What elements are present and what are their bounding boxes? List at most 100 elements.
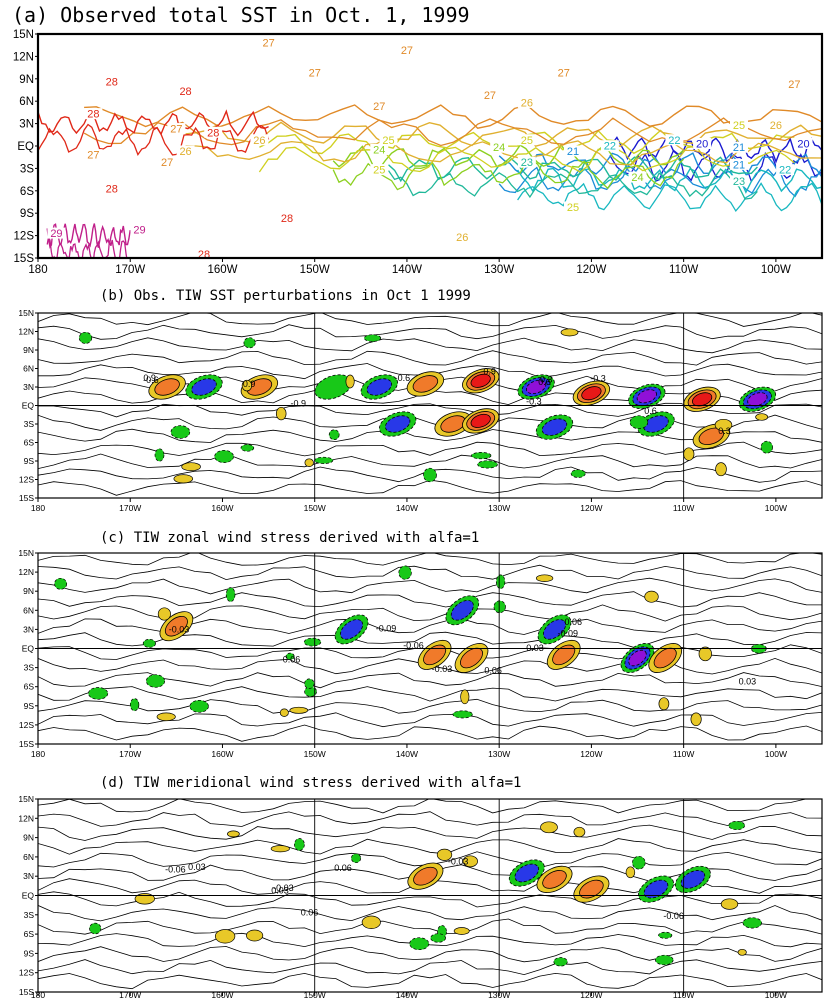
x-tick-label: 160W <box>211 749 233 759</box>
contour-label: 26 <box>521 97 533 109</box>
zero-contour <box>38 724 822 742</box>
y-tick-label: 3S <box>24 910 35 920</box>
x-tick-label: 100W <box>765 749 787 759</box>
contour-label: 21 <box>567 146 579 158</box>
shaded-contour--0.6 <box>541 418 568 436</box>
shaded-blob <box>436 848 453 861</box>
contour-label: 28 <box>87 109 99 121</box>
shaded-contour-0.9 <box>470 373 491 388</box>
shaded-blob <box>460 689 470 705</box>
shaded-contour--0.9 <box>525 379 547 395</box>
zero-contour <box>38 313 822 327</box>
shaded-blob <box>227 830 240 838</box>
contour-value-label: 0.06 <box>484 666 502 676</box>
contour-label-bg <box>370 164 389 176</box>
contour-label: 20 <box>797 139 809 151</box>
x-tick-label: 120W <box>580 990 602 1000</box>
shaded-blob <box>535 574 554 582</box>
contour-value-label: -0.6 <box>143 375 159 385</box>
contour-label: 27 <box>484 90 496 102</box>
zero-contour <box>38 324 822 340</box>
zero-contour <box>38 905 822 922</box>
contour-label: 29 <box>133 224 145 236</box>
shaded-contour-0.06 <box>552 644 576 666</box>
shaded-blob <box>314 456 334 464</box>
shaded-blob <box>361 915 381 929</box>
contour-label: 24 <box>493 142 505 154</box>
x-tick-label: 180 <box>31 503 45 513</box>
y-tick-label: 15S <box>14 253 35 265</box>
shaded-contour--0.6 <box>385 415 411 433</box>
contour-label: 28 <box>198 249 210 261</box>
y-tick-label: 3N <box>23 871 34 881</box>
contour-label: 24 <box>373 144 385 156</box>
y-tick-label: 12N <box>18 813 34 823</box>
zero-contour <box>38 824 822 841</box>
contour-line-23 <box>387 168 758 200</box>
contour-label-bg <box>84 149 103 161</box>
contour-label-bg <box>776 164 795 176</box>
shaded-blob <box>134 893 155 905</box>
y-tick-label: 9S <box>24 948 35 958</box>
shaded-blob <box>755 413 769 421</box>
shaded-blob <box>363 334 382 342</box>
contour-label: 27 <box>262 38 274 50</box>
shaded-blob <box>154 448 165 462</box>
contour-label-bg <box>490 141 509 153</box>
shaded-blob <box>540 821 558 834</box>
contour-label: 28 <box>281 213 293 225</box>
zero-contour <box>38 946 822 963</box>
panel-title: (b) Obs. TIW SST perturbations in Oct 1 … <box>100 288 471 304</box>
y-tick-label: 3N <box>23 624 34 634</box>
plot-area: 27 27 27 27 27 27 27 27 27 27 26 26 26 26 26 25 25 25 25 25… <box>38 37 822 261</box>
contour-value-label: -0.3 <box>526 397 542 407</box>
x-tick-label: 140W <box>396 749 418 759</box>
shaded-blob <box>294 838 305 851</box>
contour-label-bg <box>729 141 748 153</box>
shaded-blob <box>285 652 295 661</box>
shaded-contour--0.9 <box>747 392 768 407</box>
shaded-blob <box>423 467 437 483</box>
contour-value-label: 0.9 <box>243 379 256 389</box>
shaded-blob <box>658 931 673 939</box>
contour-label-bg <box>158 156 177 168</box>
y-tick-label: EQ <box>22 890 35 900</box>
contour-label: 26 <box>179 146 191 158</box>
contour-label-bg <box>766 119 785 131</box>
y-tick-label: 9S <box>24 701 35 711</box>
shaded-blob <box>728 820 746 831</box>
contour-label: 20 <box>696 139 708 151</box>
x-tick-label: 170W <box>119 990 141 1000</box>
contour-value-label: -0.9 <box>480 366 496 376</box>
contour-line-28 <box>38 123 270 156</box>
shaded-blob <box>714 418 733 432</box>
y-tick-label: 12S <box>19 968 34 978</box>
zero-contour <box>38 577 822 595</box>
contour-label-bg <box>259 37 278 49</box>
shaded-blob <box>737 948 747 956</box>
contour-line-27 <box>83 117 822 147</box>
x-tick-label: 150W <box>304 503 326 513</box>
contour-value-label: 0.3 <box>540 375 553 385</box>
zero-contour <box>38 799 822 814</box>
zero-contour <box>38 838 822 855</box>
contour-label-bg <box>84 108 103 120</box>
contour-label: 23 <box>733 176 745 188</box>
shaded-blob <box>690 712 702 727</box>
y-tick-label: 15S <box>19 987 34 997</box>
x-tick-label: 120W <box>580 749 602 759</box>
panel-d: (d) TIW meridional wind stress derived w… <box>18 775 823 1000</box>
y-tick-label: 15N <box>18 548 34 558</box>
contour-value-label: -0.03 <box>448 856 469 866</box>
contour-label-bg <box>785 78 804 90</box>
shaded-blob <box>683 447 695 461</box>
panel-title: (d) TIW meridional wind stress derived w… <box>100 775 521 791</box>
y-tick-label: 9S <box>20 208 34 220</box>
contour-label-bg <box>130 223 149 235</box>
contour-label-bg <box>397 44 416 56</box>
y-tick-label: 3S <box>20 163 34 175</box>
x-tick-label: 160W <box>211 503 233 513</box>
shaded-blob <box>720 898 739 910</box>
contour-line-21 <box>498 164 822 198</box>
x-tick-label: 170W <box>119 749 141 759</box>
